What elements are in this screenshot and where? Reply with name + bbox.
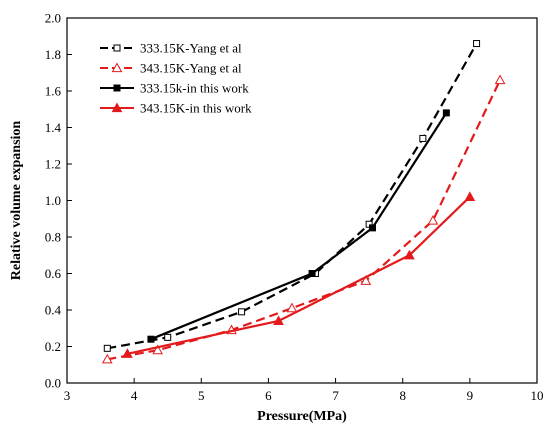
legend-entry: 343.15K-Yang et al	[100, 61, 242, 76]
legend: 333.15K-Yang et al 343.15K-Yang et al 333.…	[100, 41, 252, 116]
legend-label: 343.15K-in this work	[140, 101, 252, 116]
series-2	[101, 74, 506, 364]
data-point	[147, 335, 155, 343]
axis-titles: Pressure(MPa) Relative volume expansion	[9, 121, 347, 424]
y-tick-label: 0.6	[45, 266, 62, 281]
y-tick-label: 1.8	[45, 47, 61, 62]
data-point	[273, 315, 284, 326]
data-point	[473, 40, 481, 48]
legend-entry: 333.15K-Yang et al	[100, 41, 242, 56]
data-point	[419, 134, 427, 142]
series-line	[150, 112, 448, 341]
data-point	[442, 109, 450, 117]
y-tick-label: 0.8	[45, 230, 61, 245]
y-tick-label: 0.2	[45, 339, 61, 354]
x-tick-label: 7	[332, 388, 339, 403]
legend-label: 333.15K-Yang et al	[140, 41, 242, 56]
legend-marker	[113, 44, 121, 52]
y-tick-label: 1.0	[45, 193, 61, 208]
series-layer	[101, 40, 506, 364]
data-point	[308, 270, 316, 277]
x-tick-label: 5	[198, 388, 205, 403]
data-point	[122, 348, 133, 358]
legend-label: 343.15K-Yang et al	[140, 61, 242, 76]
x-tick-label: 4	[131, 388, 138, 403]
data-point	[286, 302, 298, 313]
series-1	[103, 40, 481, 352]
data-point	[103, 344, 111, 352]
y-tick-label: 0.0	[45, 376, 61, 391]
y-tick-label: 1.6	[45, 84, 62, 99]
series-line	[127, 196, 471, 355]
data-point	[164, 333, 172, 341]
legend-marker	[111, 62, 123, 73]
data-point	[101, 353, 113, 364]
data-point	[427, 215, 439, 225]
x-tick-label: 10	[531, 388, 544, 403]
axis-ticks: 3 4 5 6 7 8 9 10 0.0 0.2 0.4 0.6 0.8 1.0 1.2 1.4 1.6 1.8 2…	[45, 11, 544, 404]
legend-marker	[113, 84, 121, 92]
data-point	[369, 224, 376, 232]
data-point	[238, 308, 246, 316]
x-tick-label: 9	[467, 388, 474, 403]
x-tick-label: 3	[64, 388, 71, 403]
x-axis-title: Pressure(MPa)	[257, 409, 347, 424]
y-axis-title: Relative volume expansion	[9, 121, 24, 281]
legend-entry: 343.15K-in this work	[100, 101, 252, 116]
y-tick-label: 1.2	[45, 157, 61, 172]
legend-entry: 333.15k-in this work	[100, 81, 249, 96]
data-point	[464, 191, 476, 201]
x-tick-label: 6	[265, 388, 272, 403]
data-point	[494, 74, 506, 85]
data-point	[360, 275, 372, 285]
data-point	[404, 249, 415, 260]
legend-marker	[111, 102, 123, 113]
y-tick-label: 0.4	[45, 303, 62, 318]
legend-label: 333.15k-in this work	[140, 81, 249, 96]
x-tick-label: 8	[399, 388, 406, 403]
series-4	[122, 191, 476, 358]
series-3	[147, 109, 450, 343]
data-point	[152, 344, 163, 355]
y-tick-label: 1.4	[45, 120, 62, 135]
y-tick-label: 2.0	[45, 11, 61, 26]
